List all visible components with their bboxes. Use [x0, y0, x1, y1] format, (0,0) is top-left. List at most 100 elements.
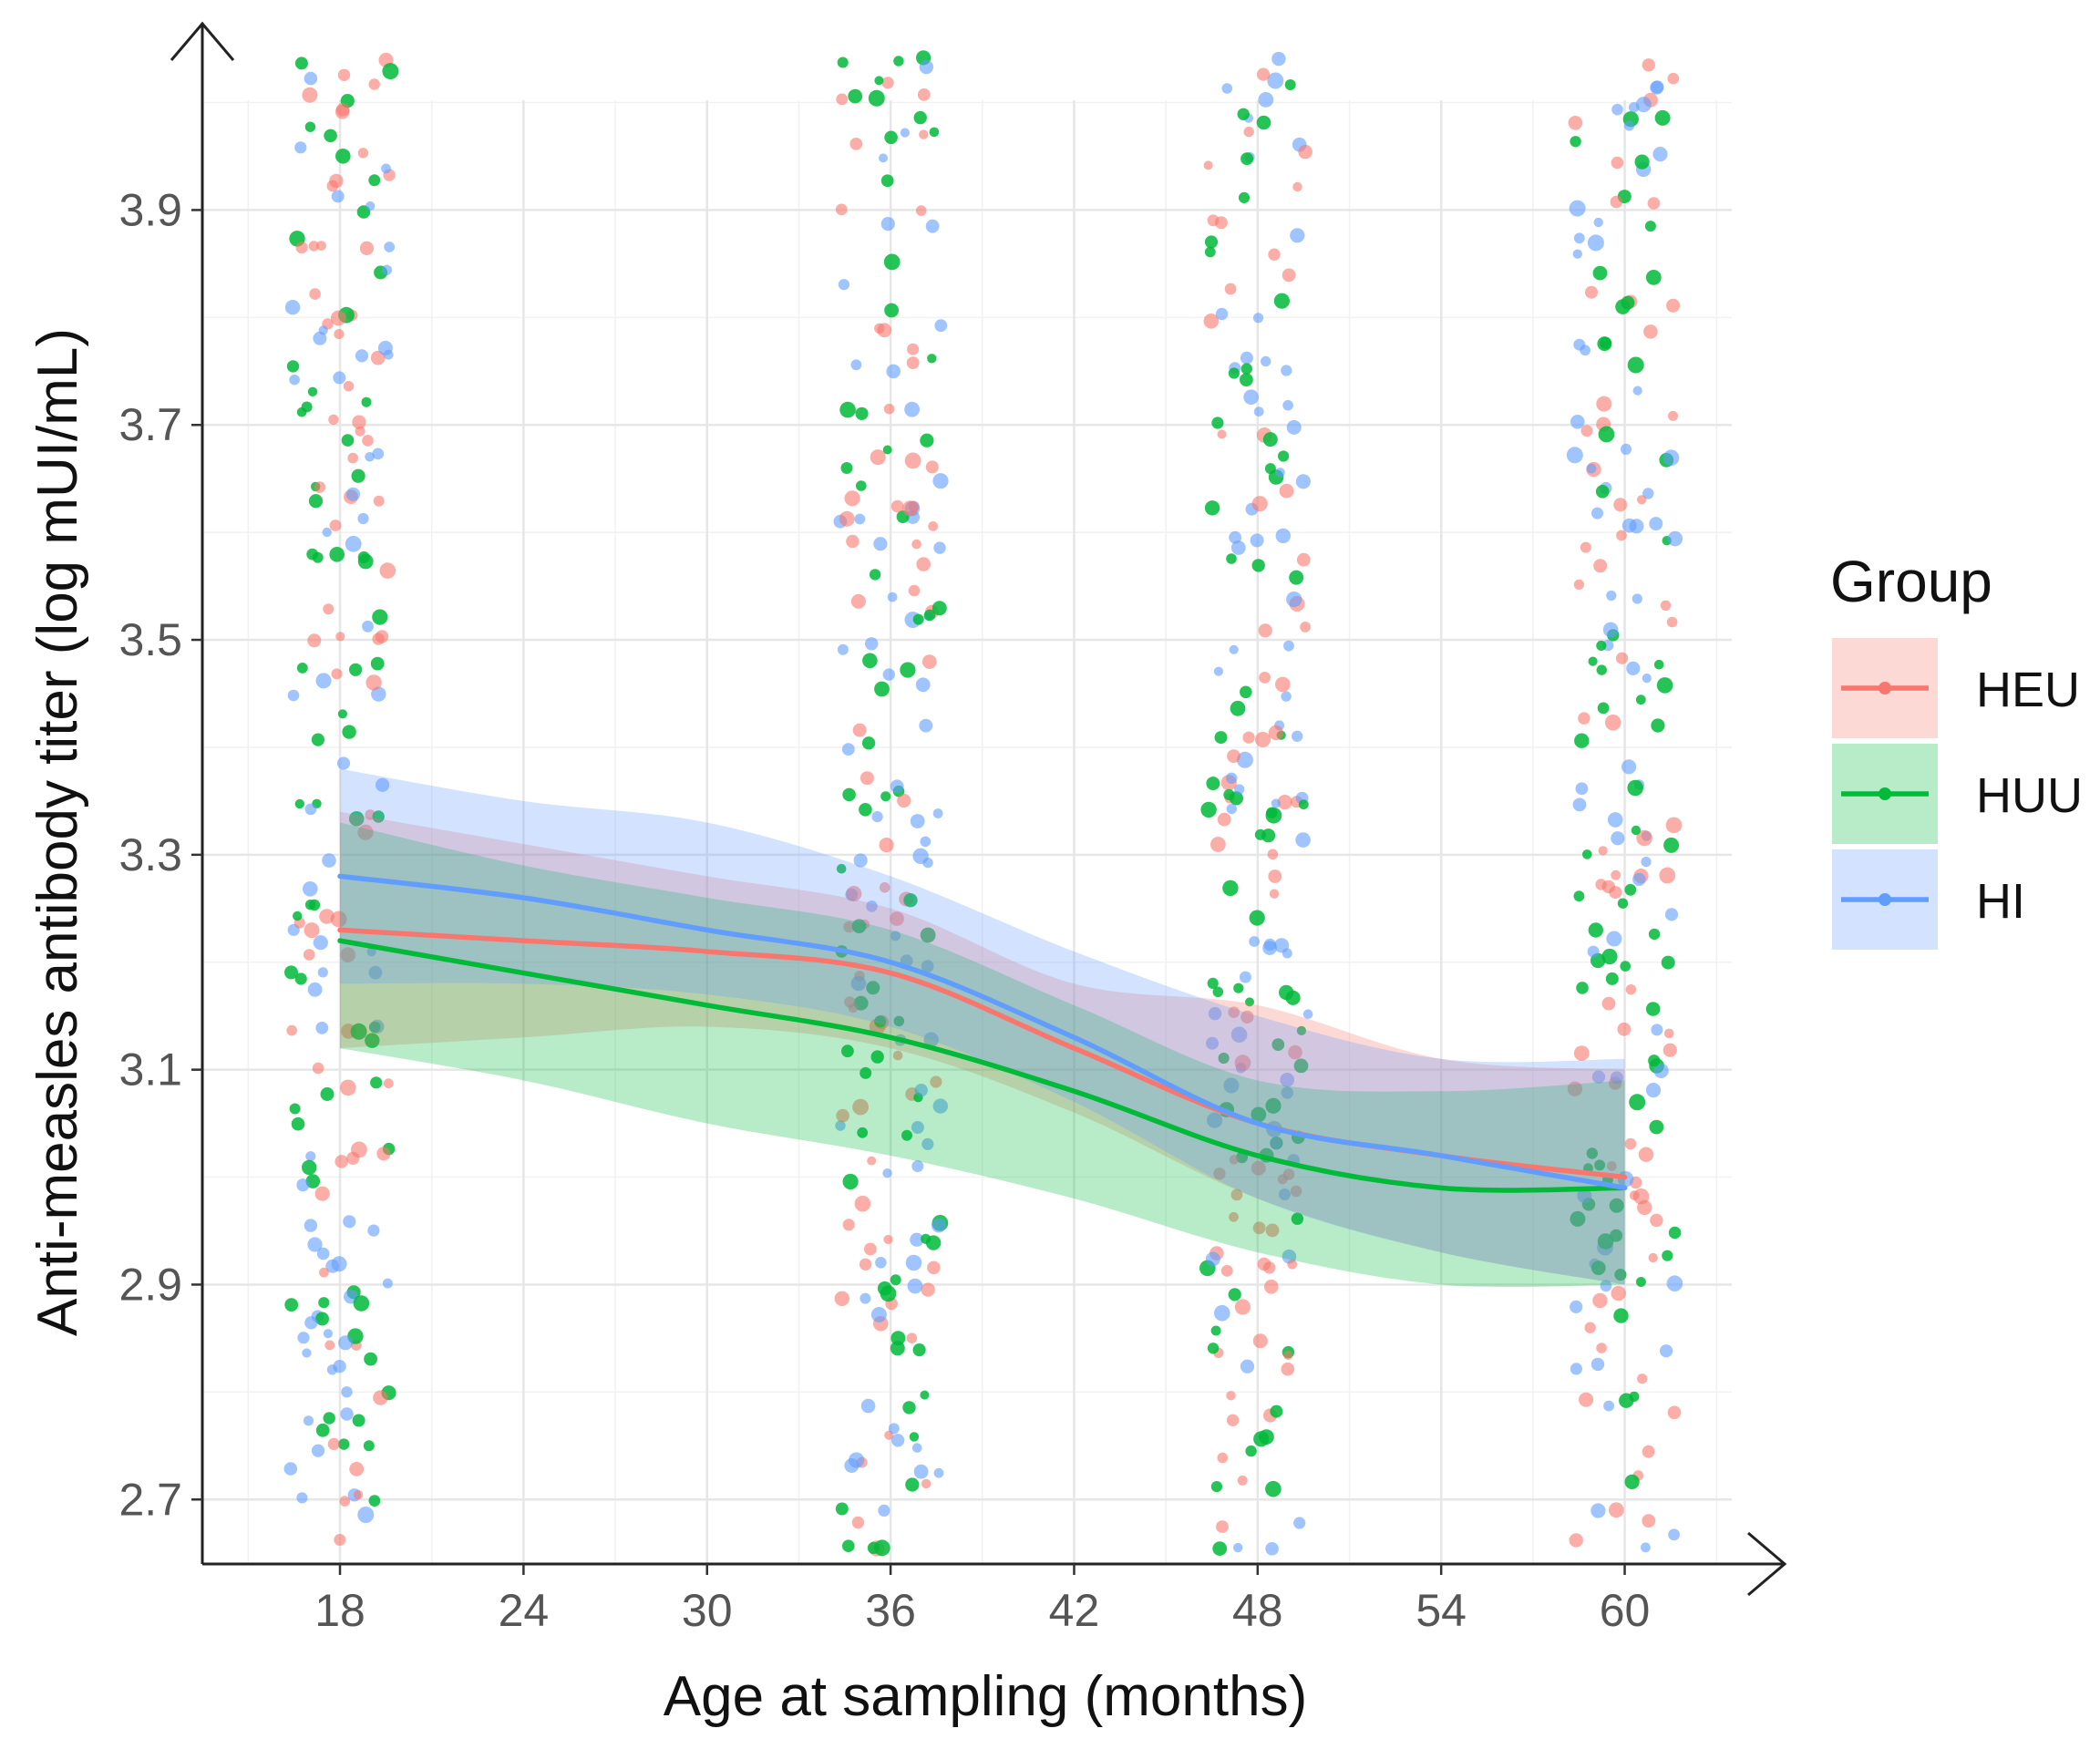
- scatter-point-heu: [1611, 869, 1621, 880]
- scatter-point-hi: [304, 803, 317, 816]
- scatter-point-hi: [284, 300, 301, 315]
- scatter-point-huu: [1226, 553, 1237, 564]
- scatter-point-huu: [329, 547, 345, 562]
- scatter-point-heu: [359, 241, 374, 255]
- scatter-points: [283, 50, 1683, 1557]
- scatter-point-huu: [1599, 337, 1611, 349]
- scatter-point-hi: [1651, 1024, 1663, 1036]
- scatter-point-heu: [327, 1437, 340, 1450]
- scatter-point-hi: [932, 1098, 948, 1114]
- scatter-point-hi: [1207, 1112, 1223, 1128]
- scatter-point-heu: [897, 793, 911, 808]
- scatter-point-huu: [901, 1129, 912, 1141]
- x-tick-label: 36: [865, 1585, 916, 1636]
- scatter-point-huu: [893, 1015, 905, 1027]
- scatter-point-heu: [879, 838, 894, 853]
- scatter-point-hi: [914, 1084, 928, 1097]
- scatter-point-huu: [1266, 807, 1278, 818]
- scatter-point-hi: [1593, 217, 1603, 228]
- scatter-point-huu: [912, 1343, 926, 1357]
- scatter-point-heu: [335, 632, 345, 642]
- scatter-point-hi: [1570, 415, 1585, 429]
- scatter-point-hi: [1664, 908, 1679, 921]
- scatter-point-huu: [1223, 788, 1235, 801]
- scatter-point-heu: [859, 1258, 872, 1271]
- scatter-point-hi: [835, 1120, 846, 1131]
- scatter-point-huu: [1253, 1431, 1270, 1447]
- scatter-point-hi: [931, 1218, 946, 1233]
- scatter-point-hi: [315, 673, 332, 689]
- scatter-point-huu: [842, 1539, 855, 1552]
- scatter-point-hi: [322, 527, 332, 538]
- scatter-point-heu: [925, 460, 939, 474]
- scatter-point-hi: [1295, 832, 1311, 848]
- scatter-point-heu: [902, 500, 919, 517]
- scatter-point-hi: [1591, 1070, 1606, 1084]
- scatter-point-hi: [1265, 1542, 1279, 1556]
- scatter-point-huu: [1598, 426, 1615, 443]
- scatter-point-huu: [349, 663, 363, 676]
- scatter-point-heu: [836, 93, 849, 106]
- scatter-point-huu: [1648, 1055, 1661, 1067]
- scatter-point-hi: [1570, 1363, 1582, 1375]
- scatter-point-huu: [1200, 801, 1217, 818]
- scatter-point-hi: [365, 452, 375, 462]
- scatter-point-heu: [921, 654, 937, 669]
- scatter-point-hi: [1572, 249, 1583, 259]
- scatter-point-huu: [1228, 367, 1240, 379]
- scatter-point-huu: [874, 681, 890, 697]
- scatter-point-hi: [1229, 644, 1239, 654]
- scatter-point-hi: [921, 1137, 934, 1150]
- scatter-point-huu: [1265, 1480, 1282, 1497]
- scatter-point-heu: [1234, 1299, 1251, 1315]
- scatter-point-hi: [1283, 640, 1294, 652]
- scatter-point-heu: [1629, 1190, 1640, 1200]
- scatter-point-hi: [1249, 936, 1260, 947]
- scatter-point-huu: [1648, 928, 1661, 941]
- scatter-point-hi: [925, 219, 940, 233]
- scatter-point-hi: [1580, 345, 1590, 356]
- scatter-point-heu: [1267, 849, 1279, 860]
- scatter-point-hi: [376, 777, 390, 792]
- scatter-point-hi: [1600, 1280, 1612, 1292]
- scatter-point-hi: [1292, 730, 1303, 742]
- scatter-point-heu: [1240, 1010, 1254, 1024]
- scatter-point-hi: [900, 128, 911, 138]
- x-tick-label: 42: [1049, 1585, 1100, 1636]
- scatter-point-heu: [304, 922, 320, 939]
- scatter-point-hi: [305, 1151, 316, 1162]
- scatter-point-heu: [1667, 72, 1680, 85]
- scatter-point-heu: [1251, 496, 1268, 512]
- scatter-point-hi: [1629, 519, 1644, 534]
- scatter-point-huu: [921, 1233, 932, 1244]
- scatter-point-huu: [1656, 677, 1673, 694]
- scatter-point-hi: [1263, 938, 1277, 952]
- scatter-point-heu: [1598, 846, 1608, 856]
- scatter-point-hi: [1649, 517, 1663, 531]
- scatter-point-huu: [929, 127, 940, 138]
- scatter-point-huu: [856, 480, 867, 491]
- scatter-point-huu: [1605, 972, 1619, 985]
- scatter-point-heu: [379, 562, 396, 579]
- scatter-point-hi: [1635, 97, 1652, 113]
- scatter-point-heu: [1228, 1006, 1240, 1018]
- scatter-point-huu: [1613, 1308, 1629, 1323]
- x-tick-label: 30: [682, 1585, 733, 1636]
- scatter-point-huu: [341, 434, 355, 447]
- scatter-point-huu: [1273, 293, 1290, 309]
- scatter-point-hi: [1586, 463, 1597, 474]
- x-tick-label: 24: [499, 1585, 550, 1636]
- scatter-point-hi: [1650, 80, 1663, 95]
- scatter-point-hi: [838, 279, 850, 291]
- y-tick-label: 3.3: [118, 829, 182, 880]
- scatter-point-heu: [362, 435, 374, 447]
- scatter-point-hi: [904, 401, 920, 417]
- scatter-point-hi: [343, 1215, 356, 1229]
- y-tick-label: 3.7: [118, 399, 182, 450]
- scatter-point-hi: [1282, 399, 1293, 411]
- scatter-point-hi: [1575, 782, 1589, 796]
- scatter-point-hi: [307, 1237, 323, 1252]
- scatter-point-huu: [352, 1414, 365, 1427]
- scatter-point-huu: [837, 57, 849, 68]
- scatter-point-huu: [1289, 570, 1304, 585]
